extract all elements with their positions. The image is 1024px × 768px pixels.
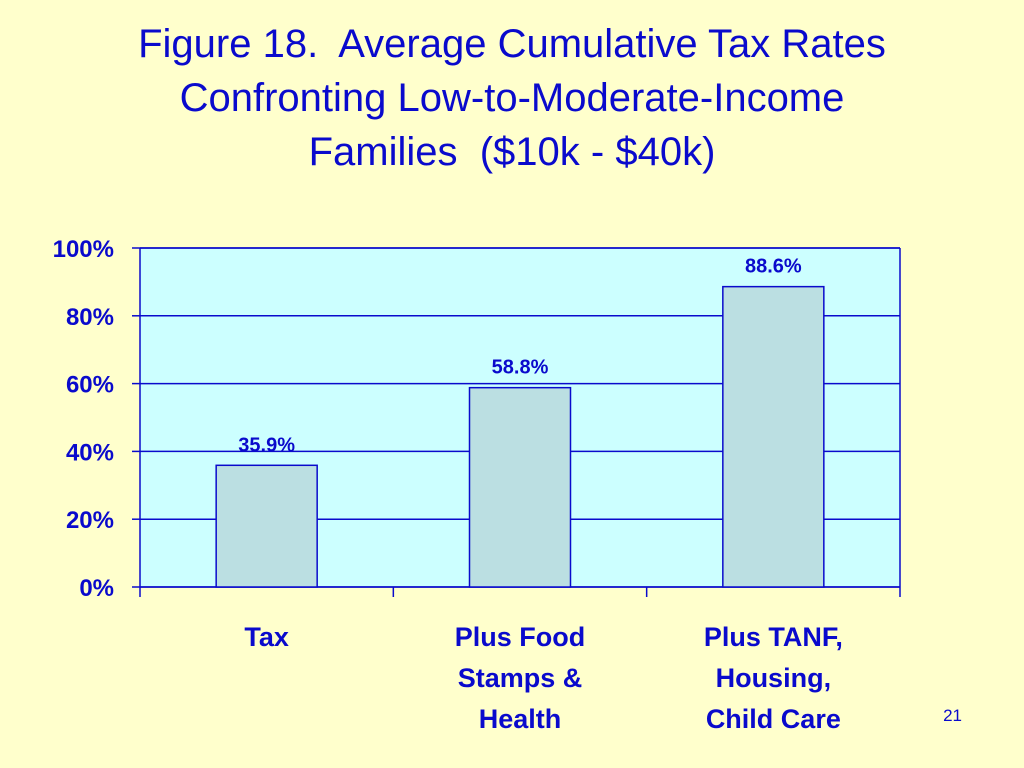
x-category-label: Child Care (706, 704, 841, 734)
chart-title-line-3: Families ($10k - $40k) (308, 130, 716, 174)
x-category-label: Tax (244, 622, 289, 652)
x-category-label: Plus Food (455, 622, 586, 652)
chart-title-line-2: Confronting Low-to-Moderate-Income (179, 76, 845, 120)
bar (215, 464, 318, 588)
page-number: 21 (943, 706, 962, 725)
chart-title-line-1: Figure 18. Average Cumulative Tax Rates (138, 22, 886, 66)
y-tick-label: 0% (79, 575, 114, 602)
y-tick-label: 60% (66, 372, 114, 399)
x-category-label: Health (479, 704, 562, 734)
bar (468, 386, 572, 588)
data-label: 88.6% (745, 256, 802, 278)
bar (722, 285, 825, 588)
plot-area: 0% 20% 40% 60% 80% 100% 35.9% Tax 58.8% Plus Food… (53, 236, 901, 734)
y-tick-label: 20% (66, 507, 114, 534)
x-category-label: Stamps & (458, 663, 583, 693)
data-label: 35.9% (238, 434, 295, 456)
y-tick-label: 80% (66, 304, 114, 331)
y-tick-label: 40% (66, 439, 114, 466)
y-tick-label: 100% (53, 236, 114, 263)
x-category-label: Plus TANF, (704, 622, 843, 652)
x-category-label: Housing, (716, 663, 832, 693)
data-label: 58.8% (492, 357, 549, 379)
